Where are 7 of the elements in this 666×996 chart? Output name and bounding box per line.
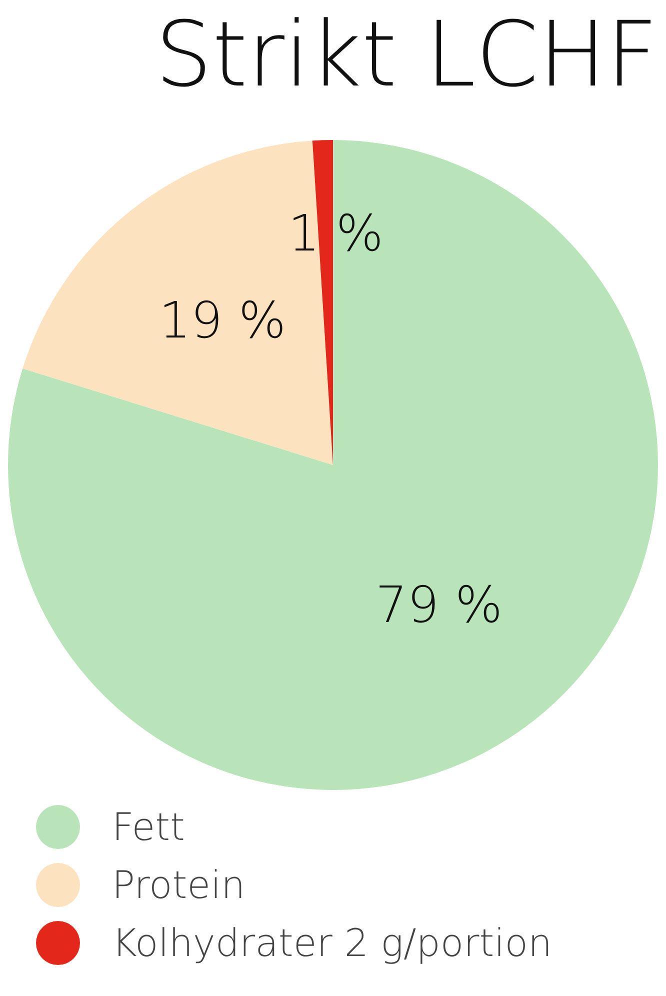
legend-label: Protein bbox=[112, 863, 246, 907]
data-label: 79 % bbox=[375, 576, 502, 634]
legend-label: Kolhydrater 2 g/portion bbox=[112, 921, 552, 965]
data-label: 1 % bbox=[288, 204, 384, 263]
legend-label: Fett bbox=[112, 805, 185, 849]
data-label: 19 % bbox=[158, 291, 286, 350]
chart-title: Strikt LCHF bbox=[155, 2, 658, 108]
